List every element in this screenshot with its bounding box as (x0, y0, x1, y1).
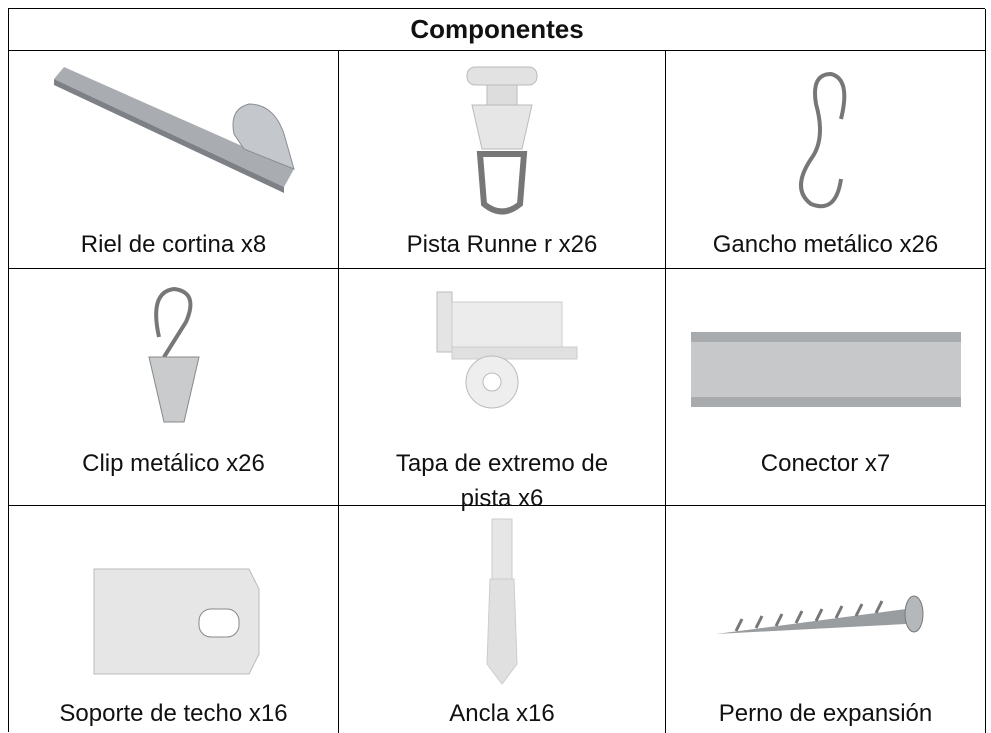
component-label: Riel de cortina x8 (80, 231, 267, 258)
hook-icon (798, 71, 846, 209)
rail-icon (53, 67, 295, 193)
cell: Gancho metálico x26 (666, 51, 986, 269)
components-table: Componentes Riel de cortina x8 Pista Run… (8, 8, 986, 733)
cell: Pista Runne r x26 (339, 51, 666, 269)
clip-icon (147, 286, 200, 423)
cell: Conector x7 (666, 269, 986, 506)
anchor-icon (486, 518, 518, 685)
screw-icon (715, 595, 923, 634)
component-label: Tapa de extremo de pista x6 (395, 450, 609, 512)
component-label: Ancla x16 (449, 700, 555, 727)
cell: Perno de expansión (666, 506, 986, 733)
cell: Soporte de techo x16 (9, 506, 339, 733)
component-label: Clip metálico x26 (82, 450, 265, 477)
connector-icon (690, 332, 961, 407)
cell: Tapa de extremo de pista x6 (339, 269, 666, 512)
cell: Riel de cortina x8 (9, 51, 339, 269)
cell: Ancla x16 (339, 506, 666, 733)
component-label: Pista Runne r x26 (406, 231, 598, 258)
end-cap-icon (436, 291, 578, 409)
component-label: Soporte de techo x16 (59, 700, 288, 727)
component-label: Conector x7 (760, 450, 891, 477)
runner-icon (466, 66, 538, 215)
bracket-icon (93, 568, 259, 675)
component-label: Gancho metálico x26 (712, 231, 939, 258)
cell: Clip metálico x26 (9, 269, 339, 506)
table-title: Componentes (9, 9, 986, 51)
component-label: Perno de expansión (718, 700, 933, 727)
